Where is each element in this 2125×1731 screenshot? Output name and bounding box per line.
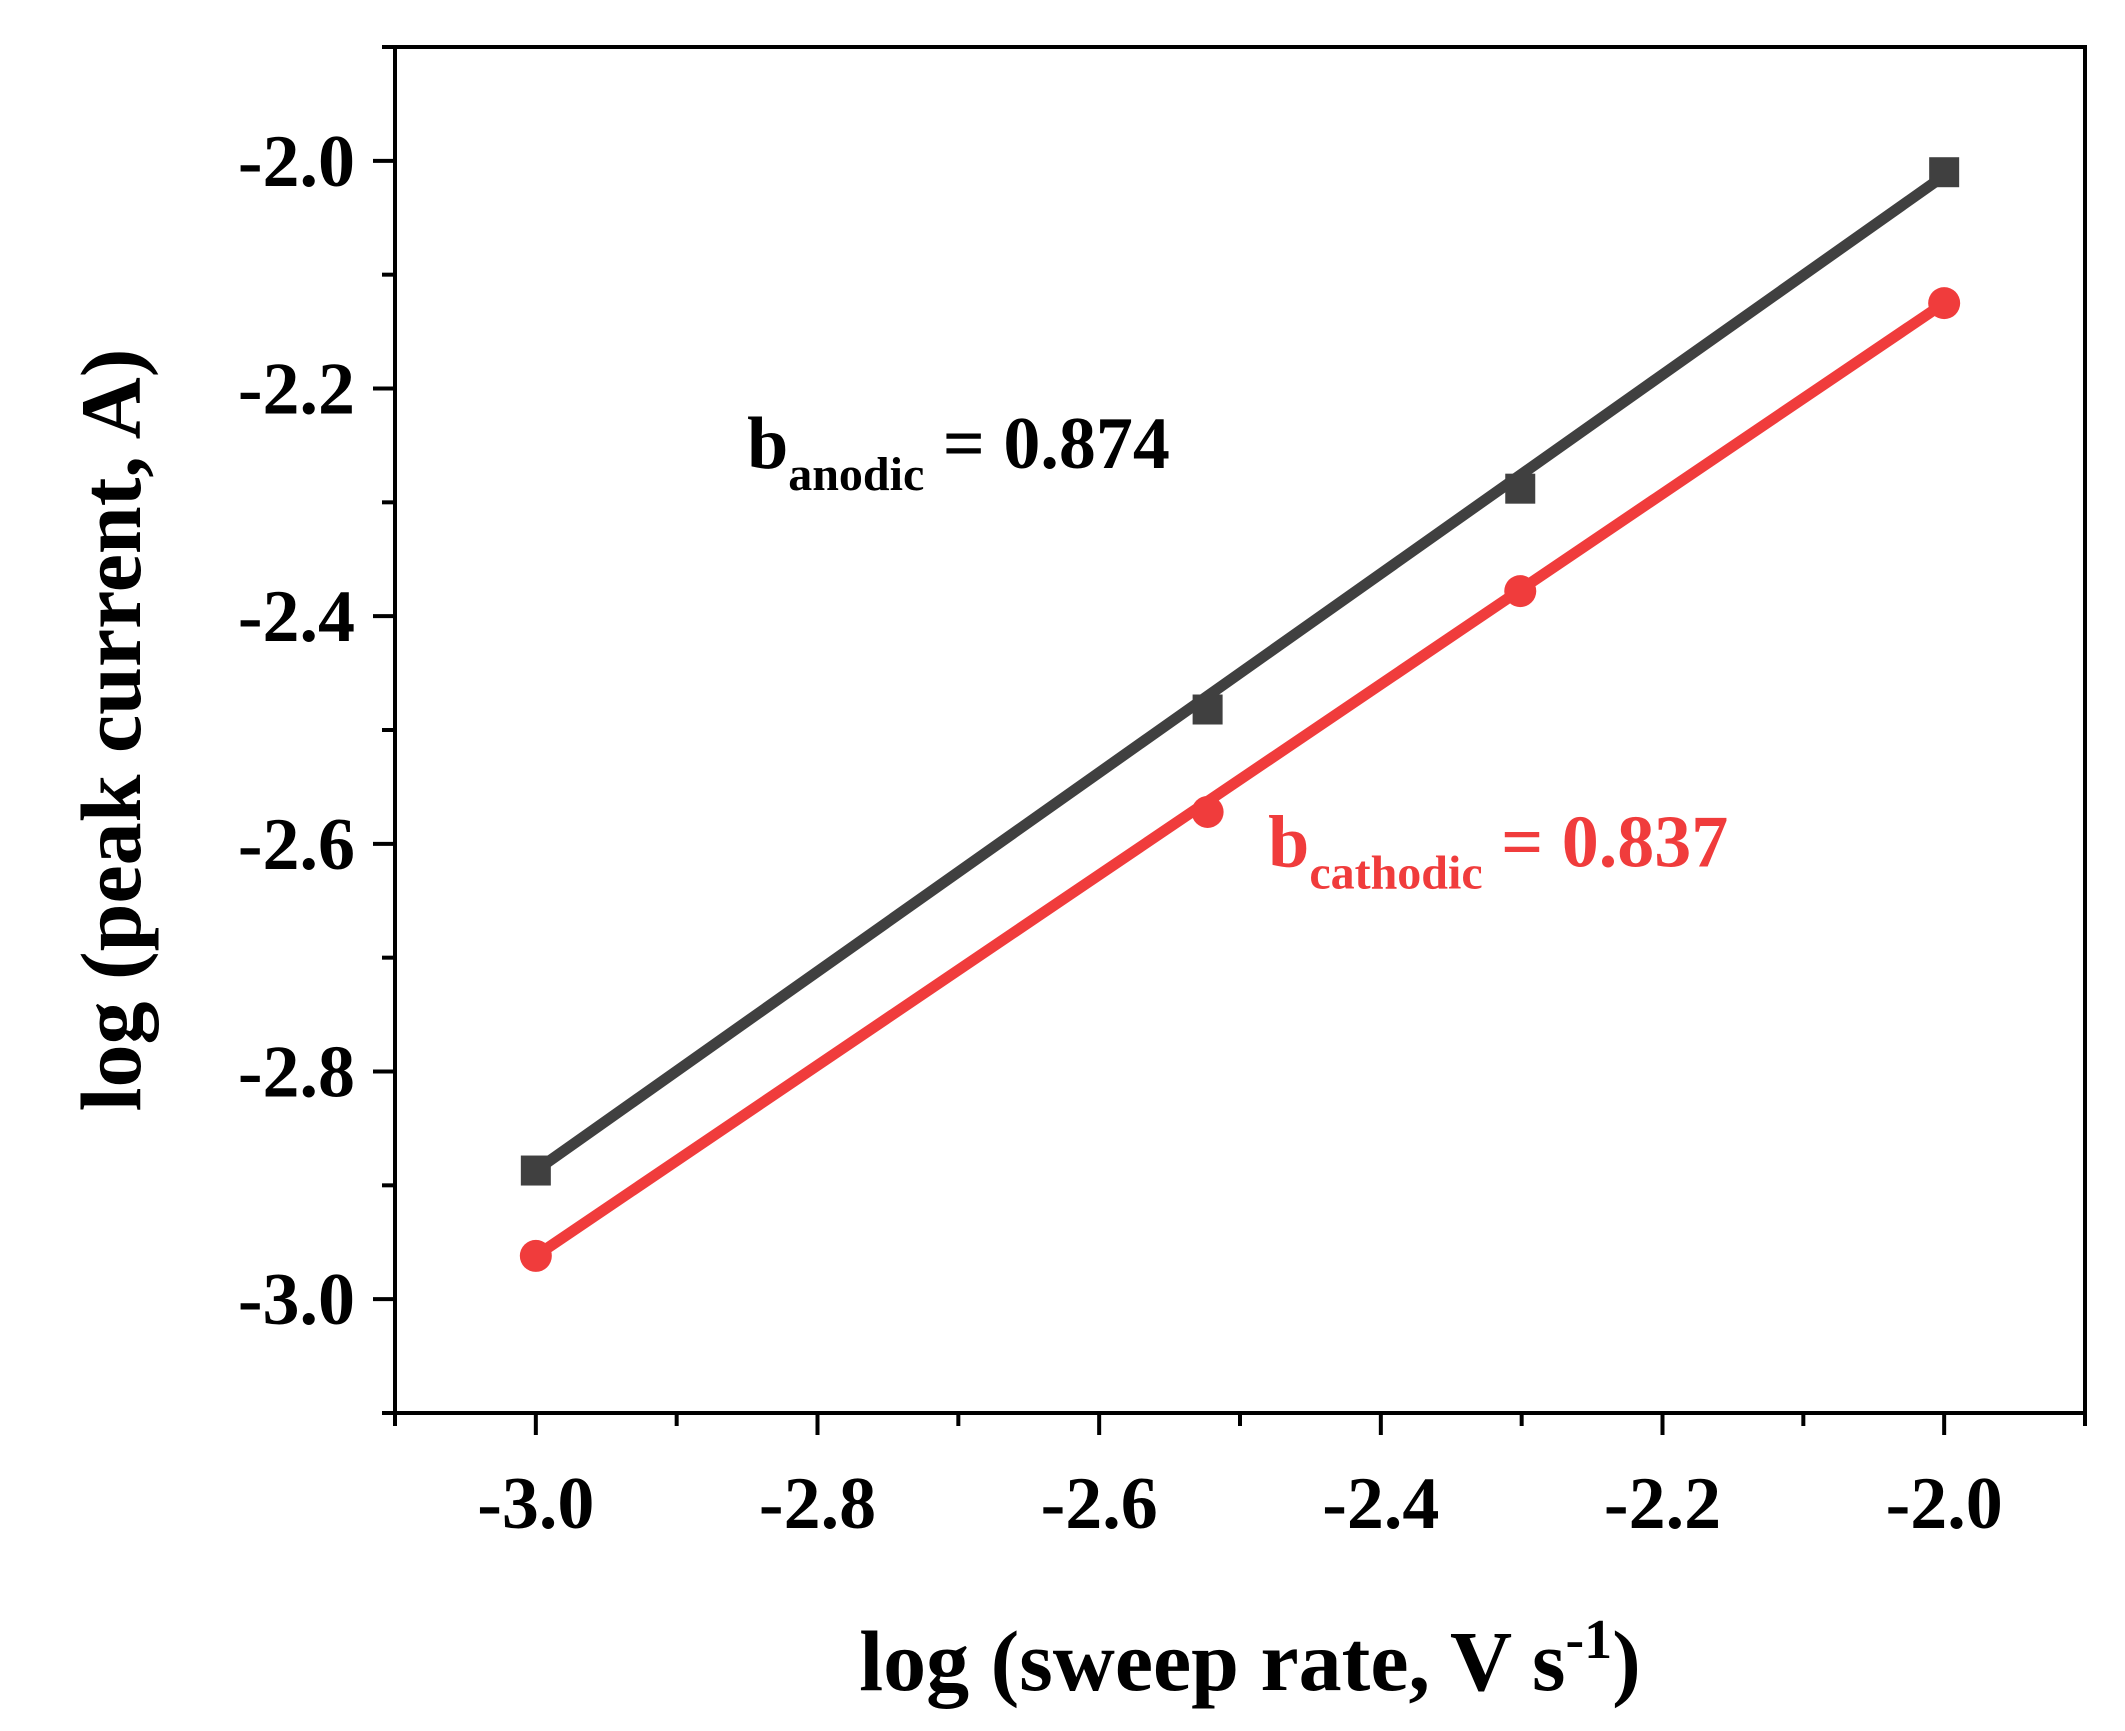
x-axis-title: log (sweep rate, V s-1) xyxy=(859,1609,1641,1709)
anodic-point xyxy=(1505,473,1536,504)
cathodic-fit-line xyxy=(530,297,1950,1262)
y-tick-label: -3.0 xyxy=(238,1259,355,1341)
anodic-point xyxy=(1929,157,1960,188)
x-axis-title-tail: ) xyxy=(1612,1613,1641,1709)
x-tick-label: -3.0 xyxy=(477,1463,594,1545)
cathodic-annotation-base: b xyxy=(1268,802,1309,884)
cathodic-point xyxy=(519,1239,552,1272)
anodic-point xyxy=(520,1155,551,1186)
y-tick-label: -2.4 xyxy=(238,576,355,658)
anodic-annotation-base: b xyxy=(747,403,788,485)
x-tick-label: -2.4 xyxy=(1322,1463,1439,1545)
y-tick-label: -2.8 xyxy=(238,1032,355,1114)
y-tick-label: -2.2 xyxy=(238,349,355,431)
x-tick-label: -2.0 xyxy=(1886,1463,2003,1545)
y-tick-label: -2.0 xyxy=(238,121,355,203)
cathodic-annotation-value: = 0.837 xyxy=(1483,802,1729,884)
x-tick-label: -2.6 xyxy=(1041,1463,1158,1545)
cathodic-annotation: bcathodic = 0.837 xyxy=(1268,802,1728,900)
x-axis-title-sup: -1 xyxy=(1565,1609,1612,1671)
x-tick-label: -2.8 xyxy=(759,1463,876,1545)
x-tick-label: -2.2 xyxy=(1604,1463,1721,1545)
cathodic-point xyxy=(1191,795,1224,828)
anodic-annotation-sub: anodic xyxy=(788,448,924,501)
y-axis-title: log (peak current, A) xyxy=(63,349,159,1112)
anodic-annotation-value: = 0.874 xyxy=(924,403,1170,485)
anodic-annotation: banodic = 0.874 xyxy=(747,403,1170,501)
anodic-fit-line xyxy=(530,170,1950,1177)
x-axis-title-main: log (sweep rate, V s xyxy=(859,1613,1565,1709)
anodic-point xyxy=(1192,694,1223,725)
y-tick-label: -2.6 xyxy=(238,804,355,886)
cathodic-annotation-sub: cathodic xyxy=(1309,847,1482,900)
cathodic-point xyxy=(1928,287,1961,320)
cathodic-point xyxy=(1504,575,1537,608)
